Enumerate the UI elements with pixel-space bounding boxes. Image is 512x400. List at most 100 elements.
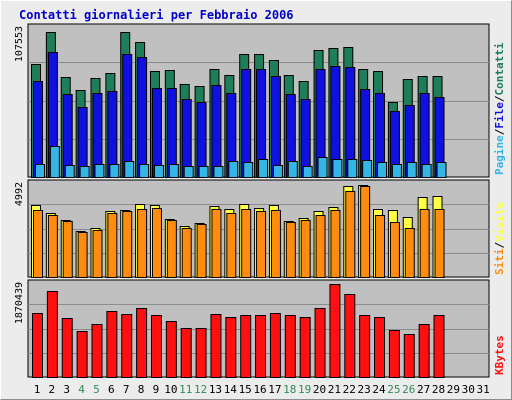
x-tick-label: 18	[283, 383, 296, 396]
bar-siti	[47, 215, 58, 278]
x-tick-label: 12	[194, 383, 207, 396]
x-tick-label: 14	[224, 383, 238, 396]
x-tick-label: 23	[358, 383, 371, 396]
x-tick-label: 19	[298, 383, 311, 396]
bar-siti	[181, 228, 192, 278]
bar-kbytes	[299, 317, 311, 378]
bar-siti	[256, 211, 267, 278]
bar-kbytes	[32, 313, 43, 378]
x-tick-label: 1	[34, 383, 41, 396]
x-tick-label: 24	[372, 383, 386, 396]
legend-entry-pagine: Pagine	[493, 135, 506, 175]
x-tick-label: 16	[253, 383, 266, 396]
bar-kbytes	[388, 330, 400, 378]
bar-pagine	[124, 161, 135, 178]
bar-pagine	[35, 164, 45, 178]
bar-pagine	[153, 165, 164, 178]
legend-separator: /	[493, 242, 506, 249]
x-tick-label: 17	[268, 383, 281, 396]
bar-siti	[166, 220, 177, 278]
bar-pagine	[183, 166, 194, 178]
bar-pagine	[228, 161, 239, 178]
bar-siti	[315, 215, 326, 278]
bar-pagine	[332, 159, 343, 178]
bar-kbytes	[284, 315, 296, 378]
bar-siti	[77, 232, 88, 278]
legend-separator: /	[493, 95, 506, 102]
bar-file	[122, 54, 133, 178]
chart-title: Contatti giornalieri per Febbraio 2006	[19, 8, 294, 22]
bar-kbytes	[91, 324, 103, 378]
bar-siti	[330, 210, 341, 278]
bar-pagine	[377, 162, 388, 178]
bar-siti	[285, 222, 296, 278]
bar-siti	[226, 213, 237, 278]
bar-siti	[389, 222, 400, 278]
bar-kbytes	[136, 308, 148, 378]
bar-pagine	[317, 157, 328, 178]
bar-pagine	[198, 166, 209, 178]
bar-file	[151, 88, 162, 178]
x-tick-label: 4	[78, 383, 85, 396]
x-tick-label: 2	[49, 383, 56, 396]
bar-siti	[137, 209, 148, 278]
legend-entry-contatti: Contatti	[493, 42, 506, 95]
bar-kbytes	[61, 318, 73, 378]
bar-kbytes	[165, 321, 177, 378]
legend-entry-siti: Siti	[493, 248, 506, 275]
bar-siti	[92, 230, 103, 278]
bar-pagine	[406, 162, 417, 178]
x-tick-label: 30	[462, 383, 475, 396]
bar-kbytes	[255, 315, 267, 378]
bar-siti	[300, 220, 311, 278]
x-tick-label: 13	[209, 383, 222, 396]
bar-kbytes	[344, 294, 356, 378]
x-tick-label: 11	[179, 383, 192, 396]
bar-pagine	[49, 146, 60, 178]
bar-file	[211, 85, 222, 178]
bar-pagine	[362, 160, 373, 178]
bar-siti	[270, 210, 281, 278]
bar-kbytes	[225, 317, 237, 378]
bar-kbytes	[418, 324, 430, 378]
bar-siti	[107, 213, 118, 278]
x-tick-label: 6	[108, 383, 115, 396]
bar-pagine	[258, 159, 269, 178]
bar-kbytes	[210, 314, 222, 378]
bar-kbytes	[433, 315, 445, 378]
x-tick-label: 26	[402, 383, 415, 396]
legend-entry-visite: Visite	[493, 202, 506, 242]
bar-siti	[122, 211, 133, 278]
legend-entry-kbytes: KBytes	[493, 335, 506, 375]
x-tick-label: 15	[239, 383, 252, 396]
bar-siti	[151, 208, 162, 278]
x-tick-label: 31	[477, 383, 490, 396]
bar-kbytes	[269, 313, 281, 378]
x-tick-label: 25	[387, 383, 400, 396]
bar-kbytes	[329, 284, 341, 378]
x-tick-label: 29	[447, 383, 460, 396]
x-tick-label: 5	[93, 383, 100, 396]
bar-kbytes	[121, 314, 133, 378]
bar-kbytes	[195, 328, 207, 378]
bar-pagine	[272, 165, 283, 178]
bar-file	[241, 69, 252, 178]
legend-entry-file: File	[493, 102, 506, 129]
x-tick-label: 9	[153, 383, 160, 396]
hits-legend: Pagine/File/Contatti	[493, 42, 506, 175]
bar-pagine	[436, 162, 447, 178]
visits-legend: Siti/Visite	[493, 202, 506, 275]
x-tick-label: 3	[63, 383, 70, 396]
kbytes-legend: KBytes	[493, 335, 506, 375]
bar-pagine	[421, 164, 432, 178]
x-tick-label: 28	[432, 383, 445, 396]
bar-siti	[211, 209, 222, 278]
bar-siti	[196, 224, 207, 278]
bar-pagine	[139, 164, 150, 178]
bar-pagine	[243, 162, 254, 178]
bar-file	[300, 99, 311, 178]
bar-pagine	[109, 164, 120, 178]
bar-siti	[419, 209, 430, 278]
bar-siti	[345, 191, 356, 278]
